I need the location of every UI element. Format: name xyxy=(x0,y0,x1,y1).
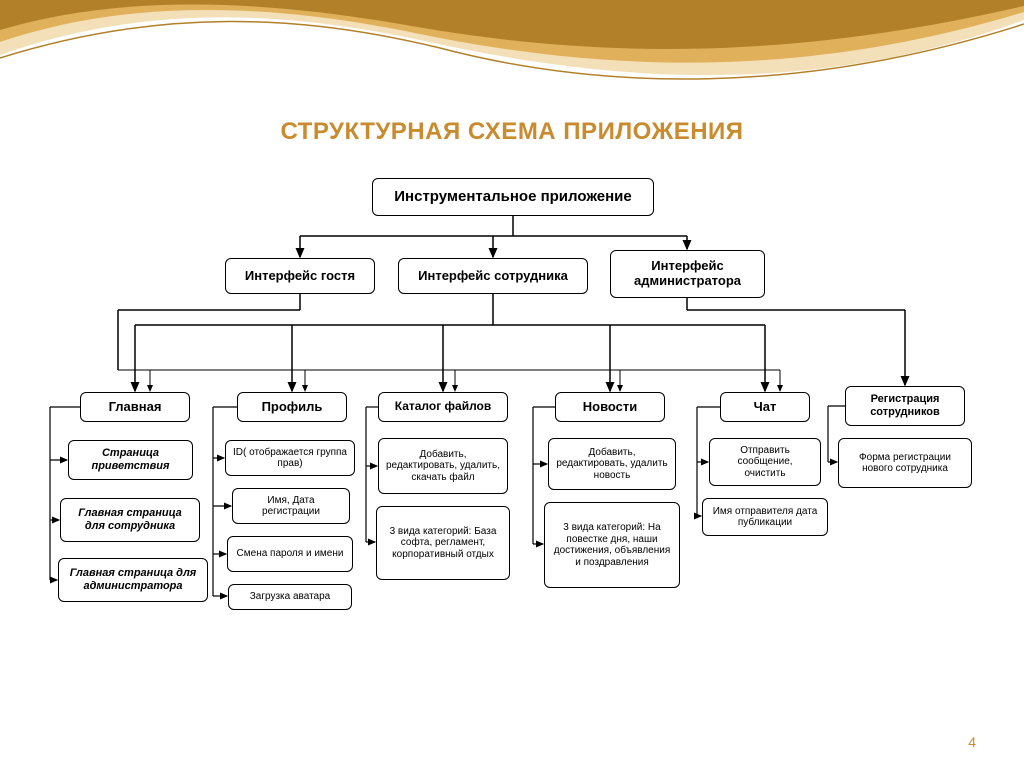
node-main: Главная xyxy=(80,392,190,422)
node-catalog: Каталог файлов xyxy=(378,392,508,422)
node-name-date: Имя, Дата регистрации xyxy=(232,488,350,524)
node-file-ops: Добавить, редактировать, удалить, скачат… xyxy=(378,438,508,494)
node-file-categories: 3 вида категорий: База софта, регламент,… xyxy=(376,506,510,580)
node-guest-interface: Интерфейс гостя xyxy=(225,258,375,294)
node-news-categories: 3 вида категорий: На повестке дня, наши … xyxy=(544,502,680,588)
node-chat-meta: Имя отправителя дата публикации xyxy=(702,498,828,536)
node-change-password: Смена пароля и имени xyxy=(227,536,353,572)
page-number: 4 xyxy=(968,734,976,750)
node-welcome-page: Страница приветствия xyxy=(68,440,193,480)
node-news: Новости xyxy=(555,392,665,422)
node-profile: Профиль xyxy=(237,392,347,422)
node-news-ops: Добавить, редактировать, удалить новость xyxy=(548,438,676,490)
node-chat: Чат xyxy=(720,392,810,422)
node-admin-home: Главная страница для администратора xyxy=(58,558,208,602)
diagram-area: Инструментальное приложение Интерфейс го… xyxy=(0,160,1024,720)
node-employee-interface: Интерфейс сотрудника xyxy=(398,258,588,294)
page-title: СТРУКТУРНАЯ СХЕМА ПРИЛОЖЕНИЯ xyxy=(0,118,1024,146)
node-root: Инструментальное приложение xyxy=(372,178,654,216)
node-registration: Регистрация сотрудников xyxy=(845,386,965,426)
node-admin-interface: Интерфейс администратора xyxy=(610,250,765,298)
node-id-group: ID( отображается группа прав) xyxy=(225,440,355,476)
node-reg-form: Форма регистрации нового сотрудника xyxy=(838,438,972,488)
node-chat-ops: Отправить сообщение, очистить xyxy=(709,438,821,486)
node-upload-avatar: Загрузка аватара xyxy=(228,584,352,610)
node-employee-home: Главная страница для сотрудника xyxy=(60,498,200,542)
